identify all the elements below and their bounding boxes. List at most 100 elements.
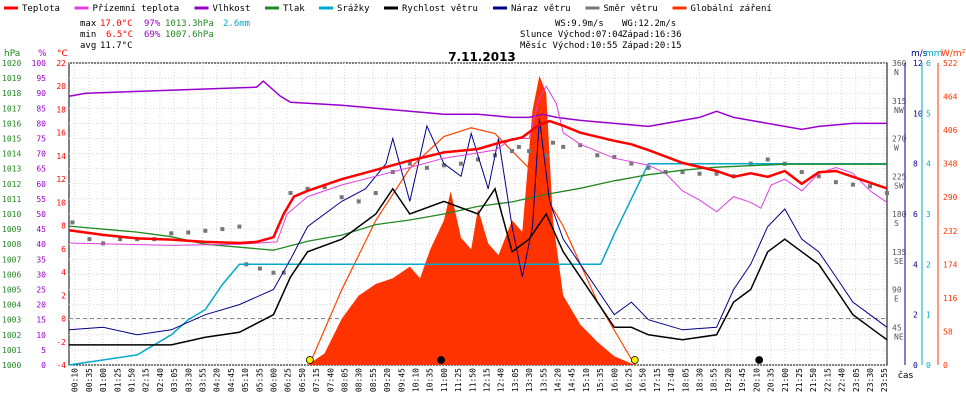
legend-label: Rychlost větru bbox=[402, 4, 478, 14]
series-smer-point bbox=[424, 165, 429, 170]
x-tick-label: 17:15 bbox=[653, 368, 662, 392]
y-tick-hpa: 1016 bbox=[2, 119, 21, 128]
x-tick-label: 19:20 bbox=[724, 368, 733, 392]
stat-avg-label: avg bbox=[80, 41, 96, 51]
y-tick-dir-name: SW bbox=[894, 181, 904, 190]
x-tick-label: 12:40 bbox=[497, 368, 506, 392]
y-tick-ms: 8 bbox=[913, 160, 918, 169]
y-tick-pct: 0 bbox=[41, 361, 46, 370]
stat-min-press: 1007.6hPa bbox=[165, 30, 214, 40]
series-teplota bbox=[68, 119, 888, 245]
series-smer-point bbox=[714, 171, 719, 176]
x-tick-label: 10:10 bbox=[412, 368, 421, 392]
y-tick-hpa: 1008 bbox=[2, 240, 21, 249]
series-smer-point bbox=[476, 157, 480, 162]
x-tick-label: 00:10 bbox=[71, 368, 80, 392]
x-tick-label: 20:10 bbox=[752, 368, 761, 392]
series-smer-point bbox=[203, 228, 208, 233]
info-block: WS:9.9m/s WG:12.2m/s Slunce Východ:07:04… bbox=[520, 19, 682, 51]
stats-block: max 17.0°C 97% 1013.3hPa 2.6mm min 6.5°C… bbox=[80, 19, 250, 51]
legend-label: Teplota bbox=[22, 4, 60, 14]
y-tick-c: -4 bbox=[56, 361, 66, 370]
x-tick-label: 14:45 bbox=[568, 368, 577, 392]
sunset-marker bbox=[630, 356, 639, 364]
y-tick-mm: 6 bbox=[926, 59, 931, 68]
series-smer-point bbox=[458, 161, 463, 166]
y-tick-pct: 25 bbox=[36, 286, 46, 295]
x-tick-label: 01:25 bbox=[113, 368, 122, 392]
y-tick-hpa: 1005 bbox=[2, 286, 21, 295]
info-moon-set: Západ:20:15 bbox=[622, 41, 682, 51]
x-tick-label: 13:05 bbox=[511, 368, 520, 392]
series-smer-point bbox=[799, 170, 804, 175]
series-smer-point bbox=[561, 144, 566, 149]
x-tick-label: 06:50 bbox=[298, 368, 307, 392]
axes: 00:10 00:35 01:00 01:25 01:50 02:15 02:40 03:05… bbox=[2, 59, 958, 392]
x-tick-label: 13:30 bbox=[525, 368, 534, 392]
series-smer-point bbox=[867, 184, 872, 189]
series-smer-point bbox=[281, 270, 286, 275]
series-smer-point bbox=[833, 180, 838, 185]
y-tick-dir: 45 bbox=[892, 323, 902, 332]
x-tick-label: 05:35 bbox=[255, 368, 264, 392]
series-prizemni-teplota bbox=[68, 85, 888, 246]
x-tick-label: 03:55 bbox=[198, 368, 207, 392]
y-tick-dir: 90 bbox=[892, 286, 902, 295]
x-axis-label: čas bbox=[898, 370, 913, 381]
stat-avg-temp: 11.7°C bbox=[100, 41, 133, 51]
x-tick-label: 18:30 bbox=[696, 368, 705, 392]
series-tlak bbox=[68, 163, 887, 251]
x-tick-label: 02:40 bbox=[156, 368, 165, 392]
legend: Teplota Přízemní teplota Vlhkost Tlak Srážky… bbox=[4, 4, 772, 14]
series-smer-point bbox=[595, 153, 600, 158]
y-tick-pct: 5 bbox=[41, 346, 46, 355]
x-tick-label: 18:55 bbox=[710, 368, 719, 392]
y-tick-dir: 225 bbox=[892, 172, 907, 181]
series-smer-point bbox=[257, 266, 262, 271]
series-globalni-zareni bbox=[307, 75, 635, 365]
y-tick-rad: 116 bbox=[943, 294, 958, 303]
y-tick-pct: 95 bbox=[36, 74, 46, 83]
series-smer-point bbox=[339, 195, 344, 200]
legend-label: Srážky bbox=[337, 4, 370, 14]
stat-max-press: 1013.3hPa bbox=[165, 19, 214, 29]
y-tick-pct: 70 bbox=[36, 150, 46, 159]
x-tick-label: 16:00 bbox=[610, 368, 619, 392]
y-tick-pct: 85 bbox=[36, 104, 46, 113]
stat-max-label: max bbox=[80, 19, 97, 29]
y-tick-ms: 12 bbox=[913, 59, 923, 68]
y-tick-c: 20 bbox=[56, 82, 66, 91]
chart-title: 7.11.2013 bbox=[448, 50, 516, 64]
series-smer-point bbox=[816, 174, 821, 179]
info-moon: Měsíc Východ:10:55 bbox=[520, 41, 618, 51]
series-smer-point bbox=[441, 163, 446, 168]
y-tick-mm: 0 bbox=[926, 361, 931, 370]
y-tick-rad: 290 bbox=[943, 193, 958, 202]
series-smer-point bbox=[322, 185, 327, 190]
y-tick-dir-name: E bbox=[894, 295, 899, 304]
y-tick-pct: 60 bbox=[36, 180, 46, 189]
unit-mm: mm bbox=[925, 49, 943, 59]
y-tick-pct: 65 bbox=[36, 165, 46, 174]
unit-c: °C bbox=[57, 49, 68, 59]
stat-min-temp: 6.5°C bbox=[106, 30, 133, 40]
x-tick-label: 00:35 bbox=[85, 368, 94, 392]
x-tick-label: 15:35 bbox=[596, 368, 605, 392]
y-tick-mm: 2 bbox=[926, 260, 931, 269]
y-tick-dir: 180 bbox=[892, 210, 907, 219]
y-tick-hpa: 1006 bbox=[2, 270, 21, 279]
x-tick-label: 03:05 bbox=[170, 368, 179, 392]
y-tick-pct: 35 bbox=[36, 255, 46, 264]
x-tick-label: 16:50 bbox=[639, 368, 648, 392]
series-smer-point bbox=[527, 149, 532, 154]
y-tick-hpa: 1018 bbox=[2, 89, 21, 98]
y-tick-hpa: 1002 bbox=[2, 331, 21, 340]
series-smer-point bbox=[356, 199, 361, 204]
unit-ms: m/s bbox=[911, 49, 928, 59]
y-tick-hpa: 1000 bbox=[2, 361, 21, 370]
series-smer-point bbox=[305, 186, 310, 191]
x-tick-label: 09:20 bbox=[383, 368, 392, 392]
series-srazky bbox=[68, 162, 887, 366]
y-tick-ms: 10 bbox=[913, 109, 923, 118]
legend-label: Přízemní teplota bbox=[93, 4, 180, 14]
